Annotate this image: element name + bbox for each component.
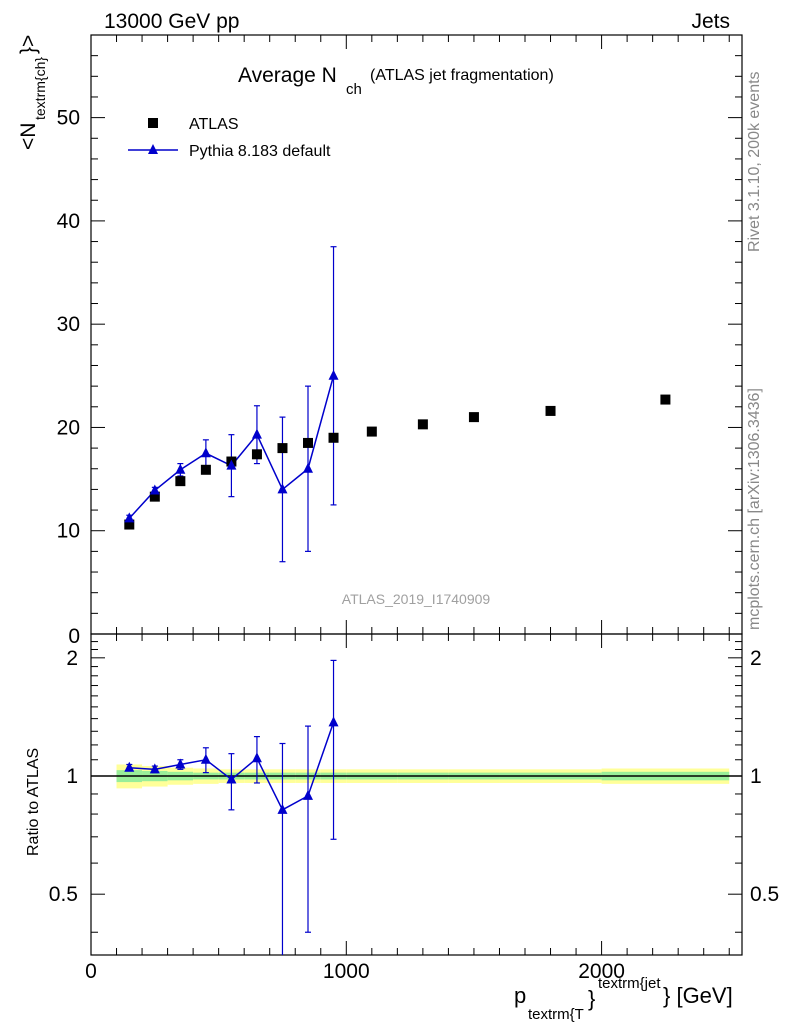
atlas-point xyxy=(417,419,428,430)
main-ytick-label: 10 xyxy=(57,520,80,543)
ratio-point xyxy=(226,773,237,784)
ratio-ticks xyxy=(91,634,742,955)
main-ytick-labels: 10 20 30 40 50 xyxy=(57,107,80,543)
legend: ATLAS Pythia 8.183 default xyxy=(128,116,331,160)
atlas-point xyxy=(303,437,313,448)
main-ticks xyxy=(91,35,742,634)
ratio-point xyxy=(277,803,288,814)
atlas-point xyxy=(366,426,377,437)
atlas-point xyxy=(124,519,135,530)
atlas-point xyxy=(200,464,211,475)
ratio-point xyxy=(328,716,339,727)
legend-pythia-label: Pythia 8.183 default xyxy=(189,143,331,160)
xlabel-close: } xyxy=(588,986,595,1011)
ratio-ytick-label-left: 1 xyxy=(66,765,78,788)
xlabel-unit: } [GeV] xyxy=(663,983,733,1008)
ratio-data xyxy=(124,659,339,955)
atlas-point xyxy=(175,476,186,487)
atlas-point xyxy=(545,405,556,416)
atlas-point xyxy=(468,412,479,423)
ratio-ytick-label-right: 2 xyxy=(750,647,762,670)
pythia-point xyxy=(124,512,135,523)
main-ytick-label: 20 xyxy=(57,416,80,439)
ratio-ytick-label-right: 0.5 xyxy=(750,883,779,906)
ratio-bands xyxy=(91,764,742,789)
ratio-frame xyxy=(90,633,743,956)
ratio-xtick-label: 0 xyxy=(85,960,97,983)
main-title-text: Average N xyxy=(238,64,337,87)
x-axis-label: p textrm{T } textrm{jet } [GeV] xyxy=(514,975,733,1023)
main-title-suffix: (ATLAS jet fragmentation) xyxy=(370,67,554,84)
legend-atlas-marker xyxy=(148,118,158,128)
main-y-axis-label: <N textrm{ch} }> xyxy=(17,35,48,150)
main-ytick-label: 40 xyxy=(57,210,80,233)
atlas-point xyxy=(149,491,160,502)
main-panel: 10 20 30 40 50 0 Average N ch (ATLAS jet fra… xyxy=(17,34,743,648)
ratio-point xyxy=(149,763,160,774)
pythia-point xyxy=(277,483,288,494)
pythia-point xyxy=(175,463,186,474)
main-ylabel-subscript: textrm{ch} xyxy=(32,57,48,120)
ratio-point xyxy=(124,761,135,772)
main-ylabel-close: }> xyxy=(17,35,40,54)
pythia-point xyxy=(251,428,262,439)
xlabel-superscript: textrm{jet xyxy=(598,975,661,992)
ratio-xtick-label: 1000 xyxy=(323,960,370,983)
ratio-ylabel-text: Ratio to ATLAS xyxy=(25,748,42,856)
main-y-bottom-label: 0 xyxy=(68,625,80,648)
ratio-point xyxy=(175,758,186,769)
legend-pythia-marker xyxy=(148,144,158,154)
ratio-ytick-label-left: 2 xyxy=(66,647,78,670)
atlas-point xyxy=(328,432,339,443)
atlas-point xyxy=(660,394,671,405)
legend-atlas-label: ATLAS xyxy=(189,116,239,133)
rivet-label: Rivet 3.1.10, 200k events xyxy=(746,71,763,252)
ratio-ytick-label-right: 1 xyxy=(750,765,762,788)
ratio-panel: 0.5 0.5 1 1 2 2 0 1000 2000 Ratio to ATLAS p te… xyxy=(25,633,779,1023)
main-ylabel-text: <N xyxy=(17,123,40,150)
xlabel-subscript: textrm{T xyxy=(528,1006,584,1023)
analysis-watermark: ATLAS_2019_I1740909 xyxy=(342,591,491,607)
atlas-point xyxy=(251,449,262,460)
atlas-point xyxy=(277,443,288,454)
pythia-point xyxy=(149,484,160,495)
ratio-ytick-label-left: 0.5 xyxy=(49,883,78,906)
ratio-ytick-labels: 0.5 0.5 1 1 2 2 xyxy=(49,647,779,906)
main-ytick-label: 50 xyxy=(57,107,80,130)
pythia-point xyxy=(226,459,237,470)
mcplots-label: mcplots.cern.ch [arXiv:1306.3436] xyxy=(746,388,763,630)
xlabel-text: p xyxy=(514,983,526,1008)
ratio-xtick-label: 2000 xyxy=(578,960,625,983)
main-title: Average N xyxy=(238,64,337,87)
ratio-point xyxy=(200,753,211,764)
ratio-point xyxy=(251,752,262,763)
category-label: Jets xyxy=(691,10,730,33)
pythia-point xyxy=(328,369,339,380)
ratio-y-axis-label: Ratio to ATLAS xyxy=(25,748,42,856)
main-data xyxy=(124,246,671,563)
main-ytick-label: 30 xyxy=(57,313,80,336)
pythia-point xyxy=(303,462,313,473)
ratio-point xyxy=(303,789,313,800)
main-title-subscript: ch xyxy=(346,81,362,98)
ratio-xtick-labels: 0 1000 2000 xyxy=(85,960,625,983)
pythia-point xyxy=(200,447,211,458)
energy-label: 13000 GeV pp xyxy=(104,10,239,33)
